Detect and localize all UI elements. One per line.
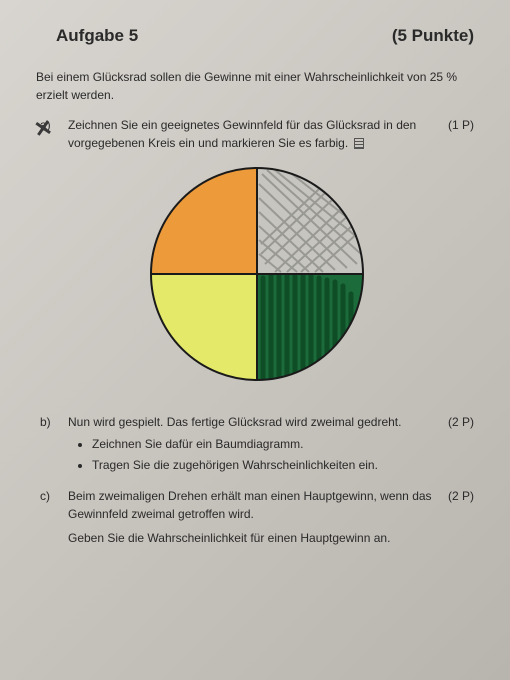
cross-out-mark: ✕: [31, 111, 55, 147]
quadrant-bottom-left: [147, 274, 257, 384]
part-c-points: (2 P): [448, 487, 474, 523]
part-c-label: c): [40, 487, 68, 547]
part-a-text: Zeichnen Sie ein geeignetes Gewinnfeld f…: [68, 116, 440, 152]
part-b-points: (2 P): [448, 413, 474, 431]
part-a-points: (1 P): [448, 116, 474, 152]
part-a-label: a) ✕: [40, 116, 68, 152]
bullet-item: Zeichnen Sie dafür ein Baumdiagramm.: [92, 435, 474, 453]
part-c-text: Beim zweimaligen Drehen erhält man einen…: [68, 487, 440, 523]
media-icon: [354, 138, 364, 149]
part-c-sub: Geben Sie die Wahrscheinlichkeit für ein…: [68, 529, 474, 547]
quadrant-top-left: [147, 164, 257, 274]
wheel-figure: [40, 164, 474, 389]
worksheet-page: Aufgabe 5 (5 Punkte) Bei einem Glücksrad…: [0, 0, 510, 577]
part-b-text: Nun wird gespielt. Das fertige Glücksrad…: [68, 413, 401, 431]
bullet-item: Tragen Sie die zugehörigen Wahrscheinlic…: [92, 456, 474, 474]
total-points: (5 Punkte): [392, 26, 474, 46]
part-b-bullets: Zeichnen Sie dafür ein Baumdiagramm. Tra…: [68, 435, 474, 474]
intro-text: Bei einem Glücksrad sollen die Gewinne m…: [36, 68, 474, 104]
part-a: a) ✕ Zeichnen Sie ein geeignetes Gewinnf…: [40, 116, 474, 152]
task-title: Aufgabe 5: [56, 26, 138, 46]
part-b: b) Nun wird gespielt. Das fertige Glücks…: [40, 413, 474, 477]
header: Aufgabe 5 (5 Punkte): [56, 26, 474, 46]
part-b-label: b): [40, 413, 68, 477]
part-c: c) Beim zweimaligen Drehen erhält man ei…: [40, 487, 474, 547]
pie-wheel: [147, 164, 367, 384]
